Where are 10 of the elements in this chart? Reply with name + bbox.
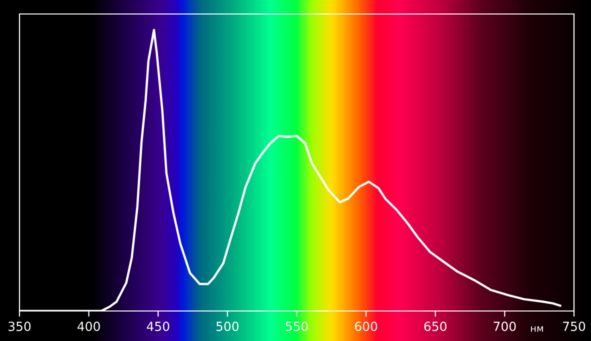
x-tick-label: 450	[146, 322, 170, 332]
x-tick-label: 500	[216, 322, 239, 332]
x-tick-label: 650	[424, 322, 446, 332]
x-tick-label: 700	[494, 322, 516, 332]
x-tick-label: 550	[286, 322, 308, 332]
x-tick-label: 350	[8, 322, 31, 332]
x-tick-label: 750	[563, 322, 586, 332]
x-tick-label: 600	[355, 322, 378, 332]
x-tick-label: 400	[77, 322, 100, 332]
x-axis-title: нм	[531, 326, 543, 332]
